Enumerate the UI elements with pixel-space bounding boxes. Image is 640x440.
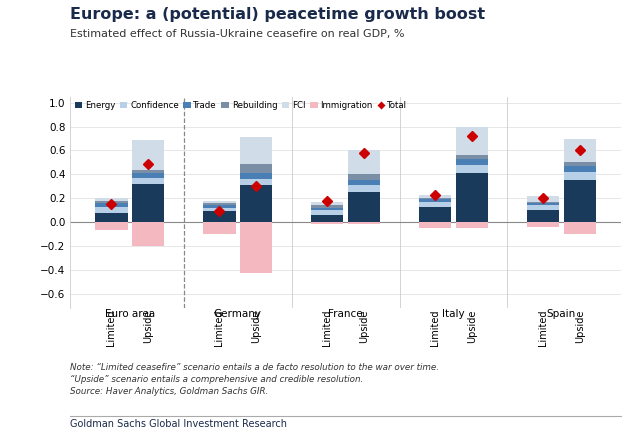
Bar (203, 222, 236, 234)
Text: Europe: a (potential) peacetime growth boost: Europe: a (potential) peacetime growth b… (70, 7, 486, 22)
Bar (311, 202, 344, 205)
Bar (527, 196, 559, 202)
Bar (419, 202, 451, 206)
Bar (240, 137, 272, 164)
Bar (95, 198, 127, 201)
Bar (240, 164, 272, 173)
Text: Germany: Germany (214, 309, 262, 319)
Text: Goldman Sachs Global Investment Research: Goldman Sachs Global Investment Research (70, 419, 287, 429)
Bar (527, 210, 559, 222)
Bar (348, 150, 380, 174)
Bar (456, 222, 488, 228)
Bar (456, 165, 488, 173)
Text: Italy: Italy (442, 309, 465, 319)
Bar (527, 205, 559, 210)
Text: Note: “Limited ceasefire” scenario entails a de facto resolution to the war over: Note: “Limited ceasefire” scenario entai… (70, 363, 440, 396)
Bar (419, 199, 451, 202)
Bar (564, 222, 596, 234)
Bar (348, 180, 380, 185)
Bar (240, 173, 272, 179)
Bar (348, 222, 380, 224)
Legend: Energy, Confidence, Trade, Rebuilding, FCI, Immigration, Total: Energy, Confidence, Trade, Rebuilding, F… (75, 101, 407, 110)
Bar (203, 201, 236, 203)
Bar (311, 222, 344, 224)
Bar (95, 213, 127, 222)
Bar (348, 185, 380, 192)
Text: Spain: Spain (547, 309, 576, 319)
Bar (564, 162, 596, 166)
Bar (95, 201, 127, 203)
Text: France: France (328, 309, 363, 319)
Bar (311, 215, 344, 222)
Bar (311, 210, 344, 215)
Bar (564, 172, 596, 180)
Bar (456, 127, 488, 155)
Bar (419, 206, 451, 222)
Bar (132, 222, 164, 246)
Bar (456, 155, 488, 159)
Bar (564, 139, 596, 162)
Bar (240, 222, 272, 273)
Bar (132, 178, 164, 184)
Bar (240, 179, 272, 185)
Bar (95, 203, 127, 206)
Bar (240, 185, 272, 222)
Bar (203, 205, 236, 208)
Bar (95, 222, 127, 231)
Bar (348, 174, 380, 180)
Bar (527, 222, 559, 227)
Bar (132, 184, 164, 222)
Bar (311, 208, 344, 210)
Text: Estimated effect of Russia-Ukraine ceasefire on real GDP, %: Estimated effect of Russia-Ukraine cease… (70, 29, 405, 39)
Text: Euro area: Euro area (105, 309, 155, 319)
Bar (527, 203, 559, 205)
Bar (527, 202, 559, 203)
Bar (564, 180, 596, 222)
Bar (348, 192, 380, 222)
Bar (132, 169, 164, 173)
Bar (456, 173, 488, 222)
Bar (95, 206, 127, 213)
Bar (203, 203, 236, 205)
Bar (132, 173, 164, 178)
Bar (203, 208, 236, 211)
Bar (132, 140, 164, 169)
Bar (419, 222, 451, 228)
Bar (564, 166, 596, 172)
Bar (456, 159, 488, 165)
Bar (419, 198, 451, 199)
Bar (419, 194, 451, 198)
Bar (311, 205, 344, 208)
Bar (203, 211, 236, 222)
